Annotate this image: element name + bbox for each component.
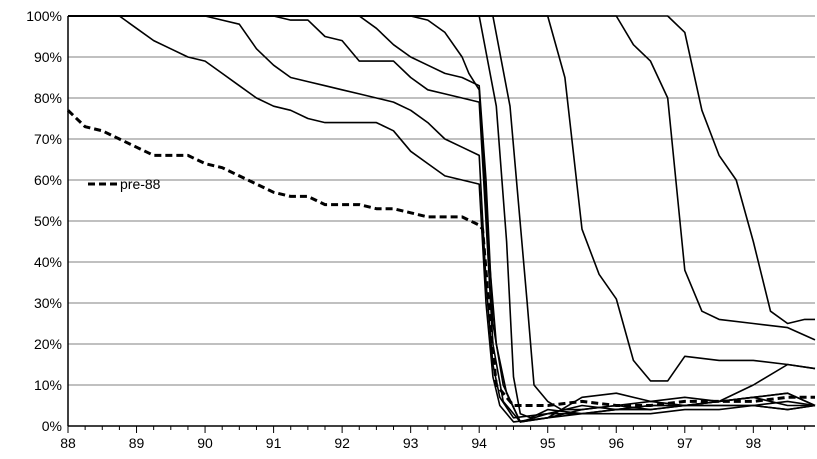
x-tick-label: 91: [266, 435, 282, 451]
y-tick-label: 100%: [26, 8, 62, 24]
y-tick-label: 80%: [34, 90, 62, 106]
x-tick-label: 96: [608, 435, 624, 451]
y-tick-label: 50%: [34, 213, 62, 229]
series-line-3: [68, 15, 815, 423]
y-tick-label: 70%: [34, 131, 62, 147]
gridlines: [68, 15, 815, 386]
y-tick-label: 30%: [34, 295, 62, 311]
x-tick-label: 94: [471, 435, 487, 451]
y-tick-label: 0%: [42, 418, 62, 434]
x-tick-label: 88: [60, 435, 76, 451]
x-tick-label: 89: [129, 435, 145, 451]
series-line-pre-88: [66, 109, 815, 407]
legend: pre-88: [88, 176, 161, 192]
x-tick-label: 90: [197, 435, 213, 451]
series-line-10: [68, 15, 815, 325]
series-line-8: [68, 15, 816, 382]
series-line-7: [68, 15, 816, 411]
x-tick-label: 97: [677, 435, 693, 451]
y-tick-label: 10%: [34, 377, 62, 393]
x-tick-label: 98: [746, 435, 762, 451]
series-line-4: [68, 15, 816, 423]
legend-label-pre-88: pre-88: [120, 176, 161, 192]
x-tick-label: 92: [334, 435, 350, 451]
axes: 0% 10% 20% 30% 40% 50% 60% 70% 80% 90% 100% 88 89 90 9…: [26, 8, 815, 451]
series-line-9: [68, 15, 816, 341]
series-line-5: [68, 15, 816, 423]
series-line-1: [68, 15, 816, 423]
series-layer: [66, 15, 816, 423]
x-tick-label: 95: [540, 435, 556, 451]
series-line-6: [68, 15, 816, 419]
y-tick-label: 40%: [34, 254, 62, 270]
y-tick-label: 20%: [34, 336, 62, 352]
y-tick-label: 90%: [34, 49, 62, 65]
x-tick-label: 93: [403, 435, 419, 451]
y-tick-label: 60%: [34, 172, 62, 188]
